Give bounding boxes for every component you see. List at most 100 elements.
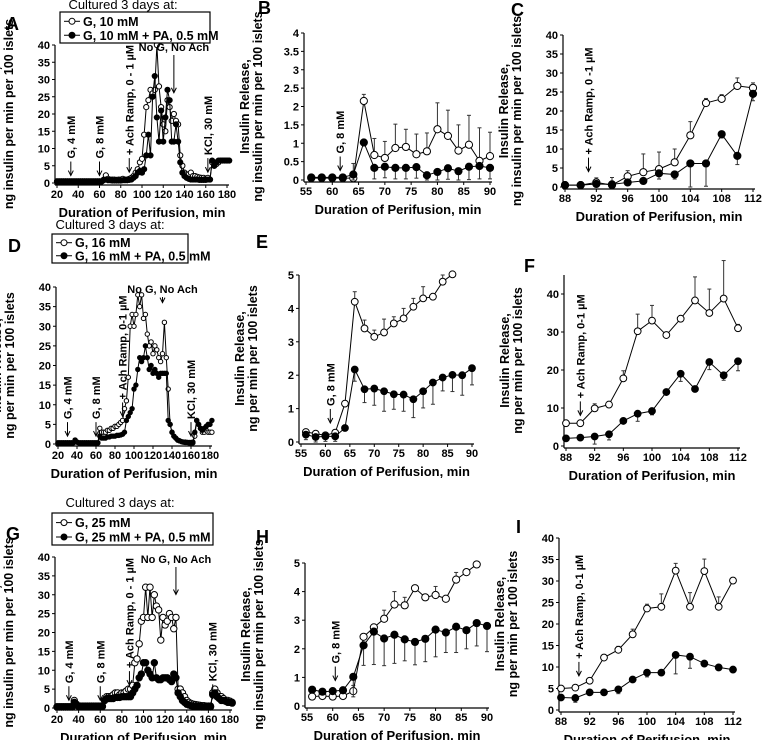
data-point bbox=[331, 432, 340, 441]
data-point bbox=[452, 575, 461, 584]
x-tick-label: 80 bbox=[429, 712, 441, 724]
y-tick-label: 25 bbox=[546, 87, 558, 99]
y-axis-label: ng insulin per min per 100 islets bbox=[2, 537, 16, 727]
data-point bbox=[585, 676, 594, 685]
data-point bbox=[175, 138, 182, 145]
x-tick-label: 75 bbox=[393, 448, 405, 460]
data-point bbox=[729, 665, 737, 674]
data-point bbox=[576, 181, 585, 190]
data-point bbox=[133, 681, 141, 690]
data-point bbox=[686, 159, 695, 168]
data-point bbox=[170, 625, 178, 633]
data-point bbox=[419, 294, 428, 303]
data-point bbox=[317, 173, 326, 182]
data-point bbox=[144, 331, 151, 337]
y-tick-label: 4 bbox=[294, 587, 301, 599]
data-point bbox=[643, 668, 651, 677]
data-point bbox=[141, 659, 150, 667]
data-point bbox=[748, 89, 758, 99]
data-point bbox=[369, 627, 378, 636]
panel-c: C 88 92 96 100 104 108 112 0 5 10 15 20 25 30 35 40 Insul… bbox=[497, 0, 762, 224]
data-point bbox=[600, 653, 608, 662]
y-tick-label: 5 bbox=[552, 163, 558, 175]
data-point bbox=[628, 630, 637, 639]
y-tick-label: 20 bbox=[39, 361, 51, 373]
data-point bbox=[714, 663, 723, 672]
data-point bbox=[349, 170, 358, 179]
data-point bbox=[592, 179, 601, 189]
data-point bbox=[571, 683, 580, 692]
legend-heading: Cultured 3 days at: bbox=[55, 217, 164, 232]
x-tick-label: 65 bbox=[352, 186, 364, 198]
arrow-head-icon bbox=[65, 695, 72, 702]
y-tick-label: 30 bbox=[39, 321, 51, 333]
y-tick-label: 15 bbox=[38, 126, 50, 138]
open-circle-icon bbox=[60, 519, 68, 527]
data-point bbox=[560, 181, 570, 190]
data-point bbox=[734, 357, 742, 366]
panel-d: D 20 40 60 80 100 120 140 160 180 0 5 10 15 20 25 30 35 40… bbox=[0, 217, 219, 481]
data-point bbox=[359, 641, 368, 650]
legend: Cultured 3 days at: G, 25 mMG, 25 mM + PA… bbox=[51, 495, 214, 546]
data-point bbox=[464, 140, 474, 149]
arrow-head-icon bbox=[204, 166, 211, 174]
series-filled bbox=[307, 138, 495, 182]
data-point bbox=[639, 168, 648, 177]
panel-letter: I bbox=[516, 517, 521, 537]
data-point bbox=[643, 604, 651, 613]
x-tick-label: 160 bbox=[197, 189, 215, 201]
y-tick-label: 0 bbox=[288, 437, 294, 449]
y-tick-label: 0 bbox=[548, 705, 554, 717]
x-tick-label: 90 bbox=[481, 712, 493, 724]
data-point bbox=[662, 388, 671, 396]
data-point bbox=[133, 655, 141, 663]
y-tick-label: 30 bbox=[547, 327, 559, 339]
x-tick-label: 55 bbox=[295, 448, 307, 460]
y-tick-label: 40 bbox=[38, 40, 50, 52]
annotation-label: + Ach Ramp, 0-1 µM bbox=[574, 555, 586, 659]
x-tick-label: 65 bbox=[352, 712, 364, 724]
y-tick-label: 0 bbox=[552, 182, 558, 194]
y-tick-label: 10 bbox=[542, 662, 554, 674]
data-point bbox=[399, 390, 408, 399]
y-tick-label: 0 bbox=[45, 439, 51, 451]
x-tick-label: 60 bbox=[90, 450, 102, 462]
data-point bbox=[226, 157, 233, 164]
data-point bbox=[146, 583, 154, 591]
data-point bbox=[153, 114, 160, 121]
panel-letter: F bbox=[524, 256, 535, 276]
data-point bbox=[138, 292, 145, 298]
y-tick-label: 20 bbox=[546, 106, 558, 118]
data-point bbox=[576, 419, 585, 428]
annotation-label: No G, No Ach bbox=[141, 554, 212, 566]
data-point bbox=[472, 560, 481, 569]
data-point bbox=[341, 399, 349, 408]
data-point bbox=[147, 152, 154, 159]
panel-a: A 20 40 60 80 100 120 140 160 180 0 5 10 15 20 25 30 35 40… bbox=[0, 0, 236, 220]
y-tick-label: 10 bbox=[39, 400, 51, 412]
x-tick-label: 104 bbox=[671, 452, 690, 464]
panel-h: H 55 60 65 70 75 80 85 90 0 1 2 3 4 5 Insulin Release, n… bbox=[239, 527, 493, 740]
data-point bbox=[370, 384, 379, 393]
data-point bbox=[301, 430, 310, 439]
data-point bbox=[145, 97, 152, 104]
filled-circle-icon bbox=[60, 533, 68, 541]
x-tick-label: 104 bbox=[666, 716, 685, 728]
data-point bbox=[359, 96, 368, 106]
data-point bbox=[389, 390, 398, 399]
data-point bbox=[700, 567, 709, 576]
data-point bbox=[409, 302, 418, 311]
data-point bbox=[686, 602, 694, 611]
data-point bbox=[590, 432, 599, 441]
data-point bbox=[412, 150, 421, 159]
data-point bbox=[158, 107, 165, 114]
legend-entry: G, 10 mM bbox=[83, 15, 139, 29]
y-tick-label: 35 bbox=[38, 57, 50, 69]
data-point bbox=[389, 319, 398, 328]
x-tick-label: 180 bbox=[221, 714, 239, 726]
data-point bbox=[141, 166, 148, 173]
x-tick-label: 60 bbox=[93, 189, 105, 201]
series-open bbox=[562, 260, 742, 428]
y-tick-label: 40 bbox=[542, 533, 554, 545]
legend: Cultured 3 days at: G, 16 mMG, 16 mM + PA… bbox=[51, 217, 211, 264]
